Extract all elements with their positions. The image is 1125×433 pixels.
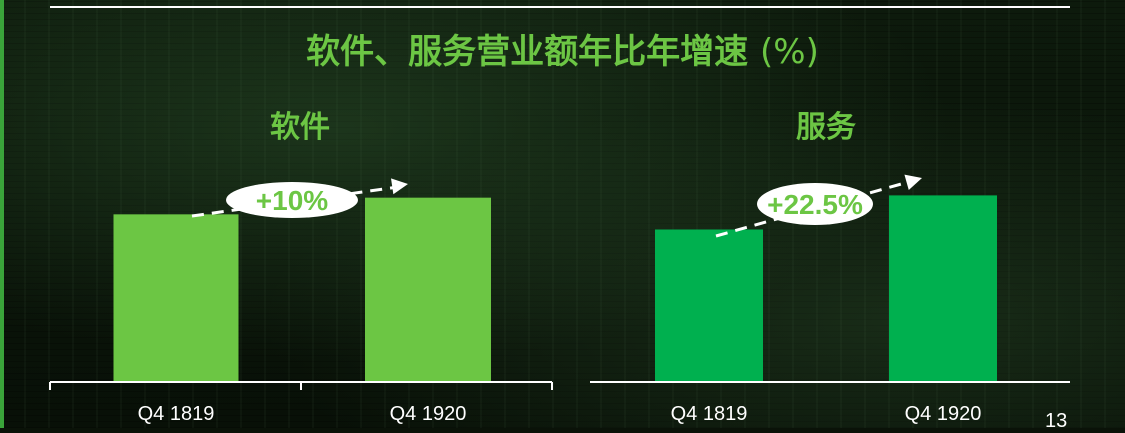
services-tick-label-2: Q4 1920: [905, 403, 982, 425]
services-growth-oval: [757, 183, 873, 225]
software-trend-arrow-head: [391, 178, 408, 195]
top-divider: [50, 6, 1070, 8]
software-tick-label-1: Q4 1819: [138, 403, 215, 425]
services-chart-title: 服务: [796, 110, 856, 145]
software-growth-oval: [226, 182, 358, 218]
software-tick-label-2: Q4 1920: [390, 403, 467, 425]
page-title-text: 软件、服务营业额年比年增速: [306, 32, 749, 72]
software-growth-label: +10%: [256, 185, 328, 216]
software-bar-2: [365, 197, 491, 381]
page-title: 软件、服务营业额年比年增速 (%): [0, 30, 1125, 74]
services-growth-label: +22.5%: [767, 189, 863, 220]
services-bar-2: [889, 195, 997, 381]
software-chart-title: 软件: [270, 110, 330, 145]
page-number: 13: [1045, 410, 1068, 432]
services-tick-label-1: Q4 1819: [671, 403, 748, 425]
page-title-unit: (%): [760, 32, 819, 72]
services-bar-1: [655, 229, 763, 381]
software-bar-1: [113, 214, 239, 381]
left-accent-bar: [0, 0, 4, 428]
services-trend-arrow-head: [904, 174, 922, 191]
